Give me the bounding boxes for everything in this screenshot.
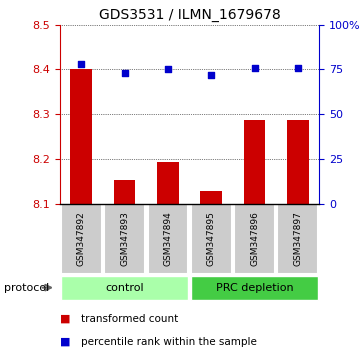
Text: GSM347895: GSM347895 (207, 211, 216, 267)
Bar (200, 191, 222, 204)
Bar (244, 120, 265, 204)
Text: protocol: protocol (4, 282, 49, 293)
Text: ■: ■ (60, 314, 70, 324)
Text: GSM347896: GSM347896 (250, 211, 259, 267)
Text: ■: ■ (60, 337, 70, 347)
Text: percentile rank within the sample: percentile rank within the sample (81, 337, 257, 347)
Title: GDS3531 / ILMN_1679678: GDS3531 / ILMN_1679678 (99, 8, 280, 22)
Bar (70, 69, 92, 204)
Point (208, 72, 214, 78)
Bar (104, 204, 145, 274)
Text: GSM347892: GSM347892 (77, 212, 86, 266)
Text: GSM347897: GSM347897 (293, 211, 302, 267)
Bar (278, 204, 318, 274)
Text: GSM347893: GSM347893 (120, 211, 129, 267)
Point (295, 65, 301, 70)
Point (165, 67, 171, 72)
Bar (148, 204, 188, 274)
Bar (234, 204, 275, 274)
Bar (157, 162, 179, 204)
Point (122, 70, 127, 76)
Point (252, 65, 257, 70)
Text: GSM347894: GSM347894 (164, 212, 172, 266)
Bar (61, 204, 101, 274)
Point (78, 61, 84, 67)
Bar (61, 276, 188, 299)
Bar (191, 204, 231, 274)
Text: control: control (105, 282, 144, 293)
Text: transformed count: transformed count (81, 314, 178, 324)
Bar (191, 276, 318, 299)
Bar (114, 180, 135, 204)
Bar (287, 120, 309, 204)
Text: PRC depletion: PRC depletion (216, 282, 293, 293)
